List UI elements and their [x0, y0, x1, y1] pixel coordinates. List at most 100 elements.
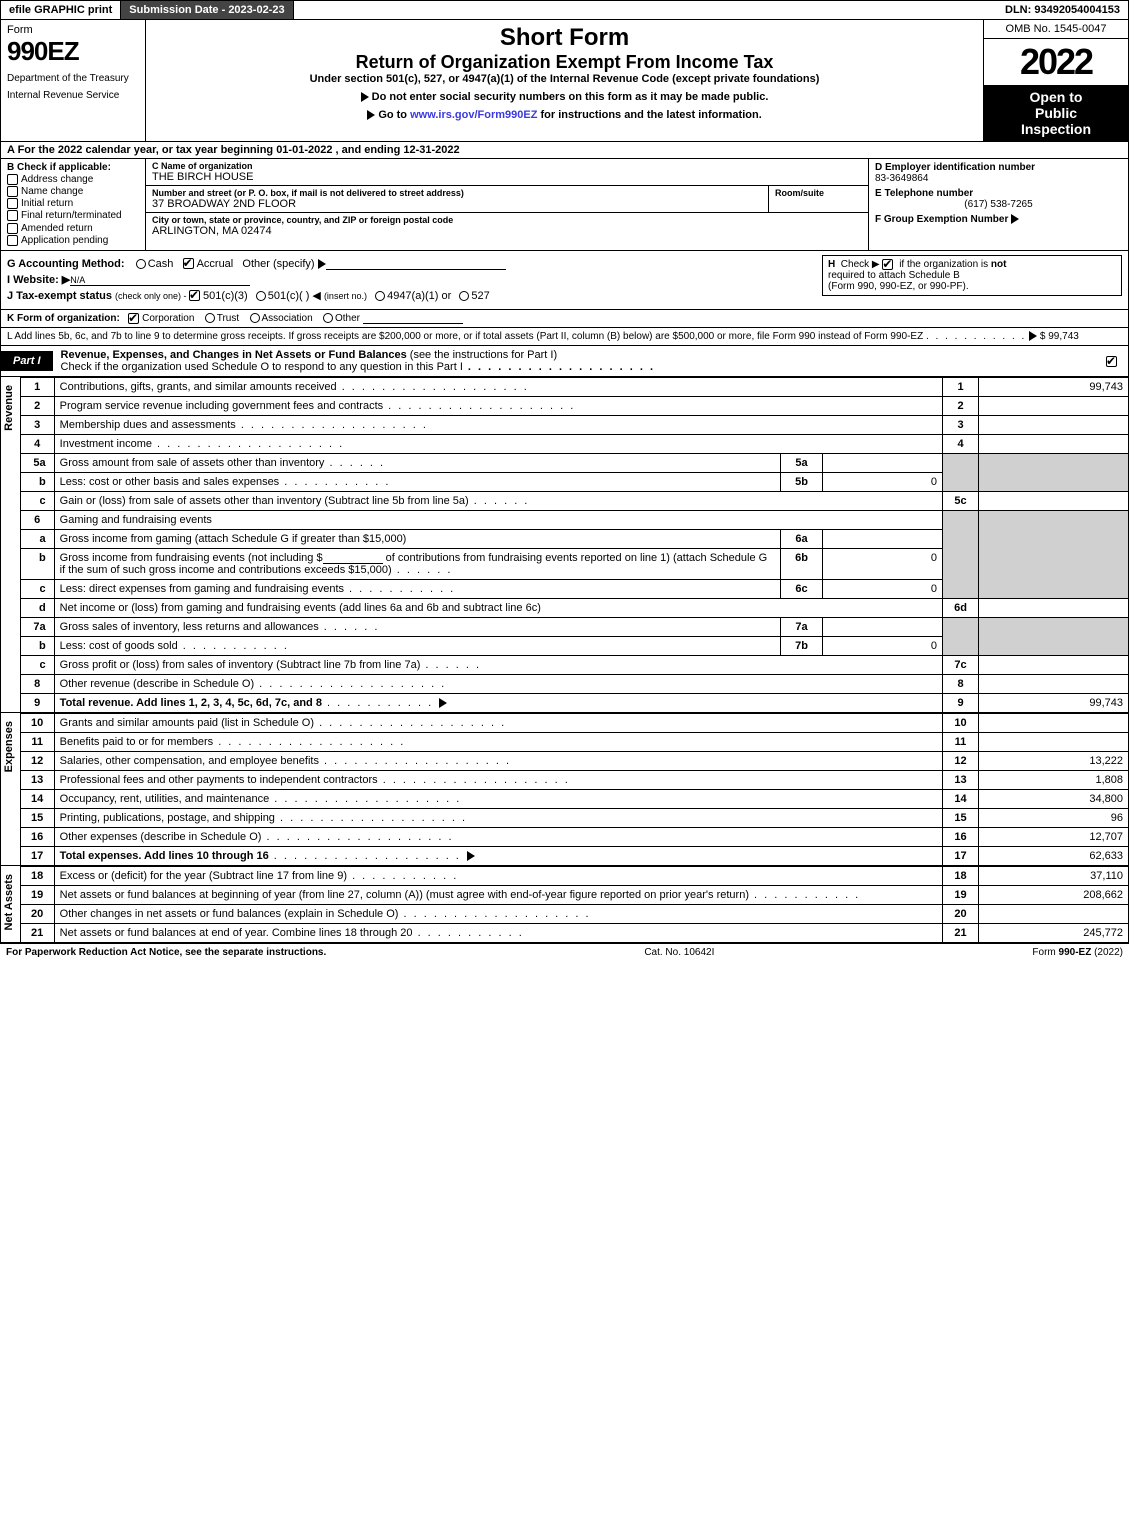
- line-16: 16Other expenses (describe in Schedule O…: [20, 827, 1128, 846]
- g-cash-radio[interactable]: [136, 259, 146, 269]
- h-checkbox[interactable]: [882, 259, 893, 270]
- header-info-block: B Check if applicable: Address change Na…: [0, 159, 1129, 251]
- dln: DLN: 93492054004153: [997, 1, 1128, 19]
- j-527-radio[interactable]: [459, 291, 469, 301]
- l-text: L Add lines 5b, 6c, and 7b to line 9 to …: [7, 331, 923, 342]
- header-right: OMB No. 1545-0047 2022 Open to Public In…: [983, 20, 1128, 141]
- line-2: 2Program service revenue including gover…: [20, 396, 1128, 415]
- warning-text: Do not enter social security numbers on …: [372, 91, 769, 103]
- line-13: 13Professional fees and other payments t…: [20, 770, 1128, 789]
- line-11: 11Benefits paid to or for members11: [20, 732, 1128, 751]
- col-b-title: B Check if applicable:: [7, 162, 139, 173]
- pointer-icon: [367, 110, 375, 120]
- column-c: C Name of organizationTHE BIRCH HOUSE Nu…: [146, 159, 868, 250]
- column-b: B Check if applicable: Address change Na…: [1, 159, 146, 250]
- top-bar: efile GRAPHIC print Submission Date - 20…: [0, 0, 1129, 20]
- pointer-icon: [1029, 331, 1037, 341]
- line-5a: 5aGross amount from sale of assets other…: [20, 453, 1128, 472]
- line-5c: cGain or (loss) from sale of assets othe…: [20, 491, 1128, 510]
- expenses-section: Expenses 10Grants and similar amounts pa…: [0, 713, 1129, 866]
- g-accrual: Accrual: [197, 258, 234, 270]
- phone: (617) 538-7265: [875, 199, 1122, 210]
- g-accrual-check[interactable]: [183, 258, 194, 269]
- h-t3: required to attach Schedule B: [828, 270, 960, 281]
- line-18: 18Excess or (deficit) for the year (Subt…: [20, 866, 1128, 885]
- efile-label[interactable]: efile GRAPHIC print: [1, 1, 121, 19]
- h-check: Check ▶: [841, 259, 880, 270]
- k-trust-radio[interactable]: [205, 313, 215, 323]
- pra-notice: For Paperwork Reduction Act Notice, see …: [6, 947, 326, 958]
- netassets-section: Net Assets 18Excess or (deficit) for the…: [0, 866, 1129, 943]
- org-name: THE BIRCH HOUSE: [152, 171, 862, 183]
- revenue-label: Revenue: [0, 377, 20, 713]
- open-to-public: Open to Public Inspection: [984, 85, 1128, 141]
- pointer-icon: [361, 92, 369, 102]
- dept-treasury: Department of the Treasury: [7, 73, 139, 84]
- line-15: 15Printing, publications, postage, and s…: [20, 808, 1128, 827]
- open-line1: Open to: [988, 89, 1124, 105]
- revenue-section: Revenue 1Contributions, gifts, grants, a…: [0, 377, 1129, 713]
- chk-name-change[interactable]: Name change: [7, 186, 139, 197]
- j-4947-radio[interactable]: [375, 291, 385, 301]
- line-9: 9Total revenue. Add lines 1, 2, 3, 4, 5c…: [20, 693, 1128, 712]
- h-not: not: [991, 259, 1007, 270]
- k-other-radio[interactable]: [323, 313, 333, 323]
- org-city: ARLINGTON, MA 02474: [152, 225, 862, 237]
- ghij-block: H Check ▶ if the organization is not req…: [0, 251, 1129, 310]
- h-t4: (Form 990, 990-EZ, or 990-PF).: [828, 281, 969, 292]
- chk-final-return[interactable]: Final return/terminated: [7, 210, 139, 221]
- dept-irs: Internal Revenue Service: [7, 90, 139, 101]
- k-o4: Other: [335, 313, 360, 324]
- k-assoc-radio[interactable]: [250, 313, 260, 323]
- expenses-table: 10Grants and similar amounts paid (list …: [20, 713, 1129, 866]
- chk-initial-return[interactable]: Initial return: [7, 198, 139, 209]
- c-addr-label: Number and street (or P. O. box, if mail…: [152, 188, 762, 198]
- title-short-form: Short Form: [154, 24, 975, 52]
- g-cash: Cash: [148, 258, 174, 270]
- irs-link[interactable]: www.irs.gov/Form990EZ: [410, 109, 537, 121]
- j-501c3-check[interactable]: [189, 290, 200, 301]
- ein: 83-3649864: [875, 173, 1122, 184]
- k-o3: Association: [262, 313, 313, 324]
- line-1: 1Contributions, gifts, grants, and simil…: [20, 377, 1128, 396]
- j-501c-radio[interactable]: [256, 291, 266, 301]
- d-label: D Employer identification number: [875, 162, 1122, 173]
- line-3: 3Membership dues and assessments3: [20, 415, 1128, 434]
- topbar-spacer: [294, 1, 997, 19]
- line-6: 6Gaming and fundraising events: [20, 510, 1128, 529]
- chk-amended-return[interactable]: Amended return: [7, 223, 139, 234]
- k-corp-check[interactable]: [128, 313, 139, 324]
- chk-application-pending[interactable]: Application pending: [7, 235, 139, 246]
- e-label: E Telephone number: [875, 188, 1122, 199]
- line-7c: cGross profit or (loss) from sales of in…: [20, 655, 1128, 674]
- line-20: 20Other changes in net assets or fund ba…: [20, 904, 1128, 923]
- l-amount: $ 99,743: [1040, 331, 1079, 342]
- chk-address-change[interactable]: Address change: [7, 174, 139, 185]
- c-name-label: C Name of organization: [152, 161, 862, 171]
- line-14: 14Occupancy, rent, utilities, and mainte…: [20, 789, 1128, 808]
- j-label: J Tax-exempt status: [7, 290, 112, 302]
- g-other-input[interactable]: [326, 269, 506, 270]
- expenses-label: Expenses: [0, 713, 20, 866]
- line-10: 10Grants and similar amounts paid (list …: [20, 713, 1128, 732]
- open-line2: Public: [988, 105, 1124, 121]
- j-o4: 527: [471, 290, 489, 302]
- k-label: K Form of organization:: [7, 313, 120, 324]
- footer: For Paperwork Reduction Act Notice, see …: [0, 943, 1129, 961]
- form-word: Form: [7, 24, 139, 36]
- omb-number: OMB No. 1545-0047: [984, 20, 1128, 39]
- org-address: 37 BROADWAY 2ND FLOOR: [152, 198, 762, 210]
- k-o1: Corporation: [142, 313, 194, 324]
- column-def: D Employer identification number 83-3649…: [868, 159, 1128, 250]
- f-label: F Group Exemption Number: [875, 214, 1122, 225]
- tax-year: 2022: [984, 39, 1128, 85]
- part1-box: Part I: [1, 351, 53, 371]
- line-7a: 7aGross sales of inventory, less returns…: [20, 617, 1128, 636]
- g-label: G Accounting Method:: [7, 258, 125, 270]
- k-other-input[interactable]: [363, 323, 463, 324]
- part1-checkbox[interactable]: [1106, 355, 1128, 367]
- form-code: 990EZ: [7, 36, 139, 67]
- j-sub: (check only one) -: [115, 291, 189, 301]
- header-center: Short Form Return of Organization Exempt…: [146, 20, 983, 141]
- j-o2: 501(c)( ): [268, 290, 310, 302]
